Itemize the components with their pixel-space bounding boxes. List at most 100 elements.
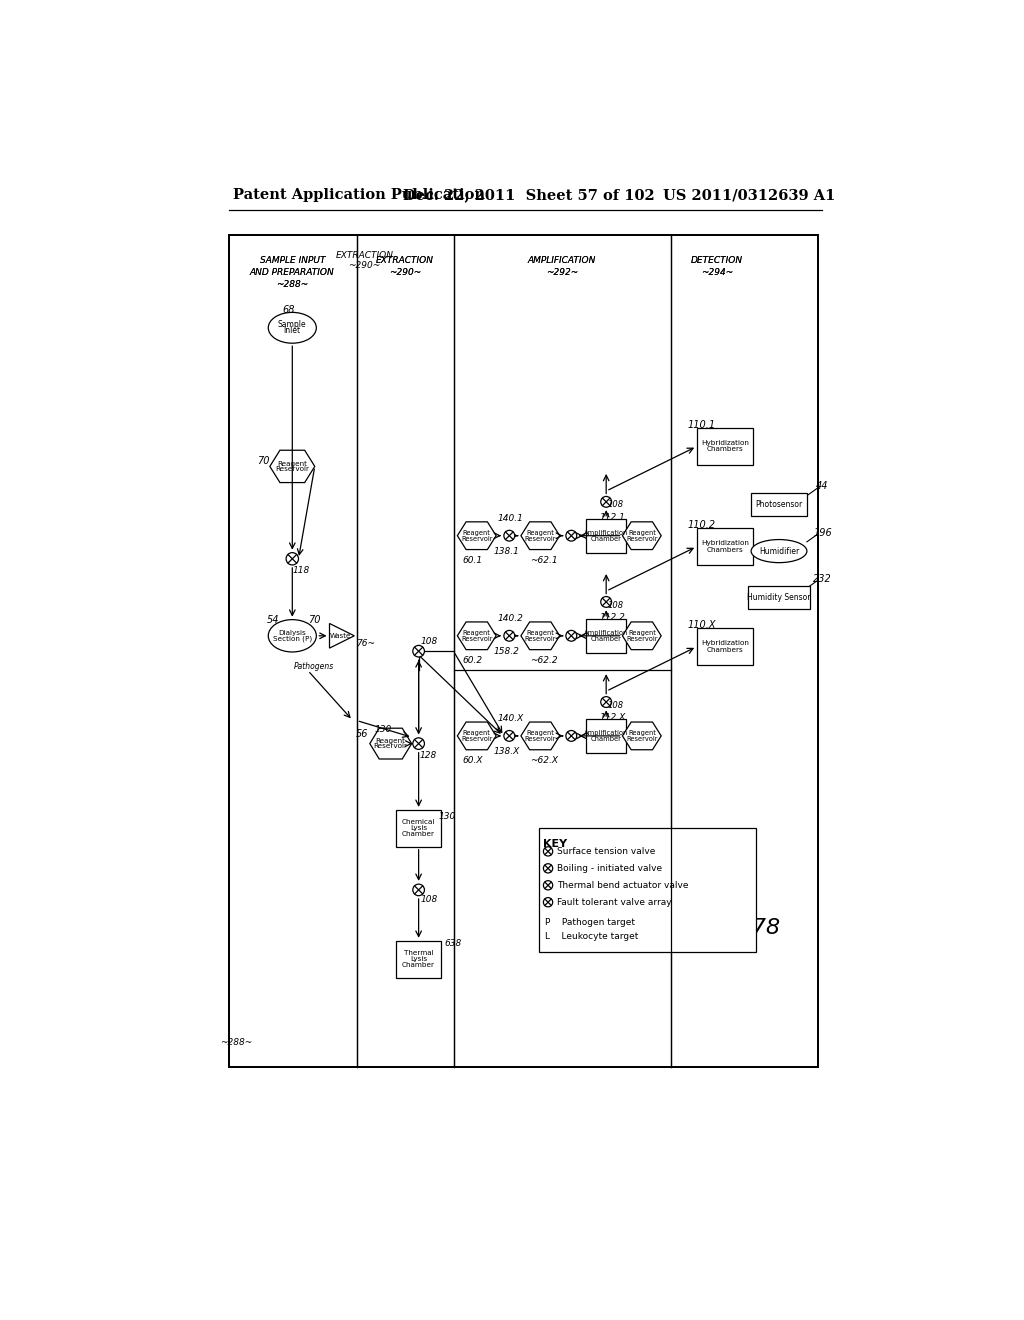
FancyBboxPatch shape (697, 528, 753, 565)
Text: Reservoir: Reservoir (626, 735, 657, 742)
Text: 108: 108 (421, 636, 438, 645)
Text: 60.X: 60.X (463, 756, 483, 766)
Text: FIG. 78: FIG. 78 (700, 919, 780, 939)
Circle shape (566, 730, 577, 742)
Text: Chamber: Chamber (402, 832, 435, 837)
Text: EXTRACTION
~290~: EXTRACTION ~290~ (376, 256, 434, 277)
Text: 638: 638 (444, 940, 462, 948)
Circle shape (413, 645, 424, 657)
Text: AMPLIFICATION
~292~: AMPLIFICATION ~292~ (527, 256, 596, 277)
Text: Reagent: Reagent (628, 630, 655, 636)
Text: Reagent: Reagent (628, 730, 655, 737)
FancyBboxPatch shape (228, 235, 818, 1067)
Text: Reservoir: Reservoir (524, 536, 556, 541)
Text: ~288~: ~288~ (220, 1038, 253, 1047)
Text: 56: 56 (355, 730, 369, 739)
Ellipse shape (751, 540, 807, 562)
Text: Amplification: Amplification (584, 529, 629, 536)
Text: 68: 68 (283, 305, 295, 315)
FancyBboxPatch shape (697, 428, 753, 465)
Text: 158.2: 158.2 (494, 647, 519, 656)
Circle shape (566, 531, 577, 541)
Text: Section (P): Section (P) (272, 635, 312, 642)
Circle shape (504, 531, 515, 541)
Text: US 2011/0312639 A1: US 2011/0312639 A1 (663, 189, 836, 202)
Text: Humidifier: Humidifier (759, 546, 799, 556)
Text: 108: 108 (607, 701, 624, 710)
Text: SAMPLE INPUT
AND PREPARATION
~288~: SAMPLE INPUT AND PREPARATION ~288~ (250, 256, 335, 289)
Text: Inlet: Inlet (284, 326, 301, 335)
Text: Chamber: Chamber (591, 737, 622, 742)
Text: EXTRACTION
~290~: EXTRACTION ~290~ (336, 251, 393, 271)
Text: Chemical: Chemical (402, 820, 435, 825)
Text: Chambers: Chambers (707, 647, 743, 652)
Text: Reagent: Reagent (463, 630, 490, 636)
Text: Lysis: Lysis (410, 825, 427, 832)
Polygon shape (458, 521, 496, 549)
Text: ~62.2: ~62.2 (530, 656, 558, 665)
Text: Reagent: Reagent (376, 738, 406, 743)
Text: Reservoir: Reservoir (626, 536, 657, 541)
Text: Reagent: Reagent (526, 630, 554, 636)
Text: 140.X: 140.X (498, 714, 524, 723)
Text: Photosensor: Photosensor (756, 500, 803, 510)
Circle shape (286, 553, 299, 565)
Text: 108: 108 (607, 500, 624, 510)
Text: Reagent: Reagent (526, 529, 554, 536)
Polygon shape (458, 622, 496, 649)
Text: 140.2: 140.2 (498, 614, 524, 623)
Polygon shape (270, 450, 314, 483)
Text: 76~: 76~ (356, 639, 376, 648)
Text: DETECTION
~294~: DETECTION ~294~ (691, 256, 743, 277)
Circle shape (413, 884, 424, 896)
Text: Hybridization: Hybridization (700, 540, 749, 546)
Text: EXTRACTION
~290~: EXTRACTION ~290~ (376, 256, 434, 277)
FancyBboxPatch shape (751, 494, 807, 516)
Polygon shape (521, 521, 560, 549)
FancyBboxPatch shape (748, 586, 810, 609)
Text: Chamber: Chamber (591, 536, 622, 541)
Text: Hybridization: Hybridization (700, 640, 749, 647)
Text: Reservoir: Reservoir (374, 743, 408, 750)
Text: Lysis: Lysis (410, 956, 427, 962)
Ellipse shape (268, 313, 316, 343)
Polygon shape (458, 722, 496, 750)
Text: Reagent: Reagent (278, 461, 307, 466)
Text: SAMPLE INPUT
AND PREPARATION
~288~: SAMPLE INPUT AND PREPARATION ~288~ (250, 256, 335, 289)
Text: L    Leukocyte target: L Leukocyte target (545, 932, 638, 941)
Text: Reservoir: Reservoir (626, 636, 657, 642)
Polygon shape (623, 722, 662, 750)
Circle shape (413, 738, 424, 750)
Circle shape (544, 880, 553, 890)
Circle shape (601, 597, 611, 607)
Polygon shape (623, 622, 662, 649)
Text: Surface tension valve: Surface tension valve (557, 847, 655, 855)
Text: 128: 128 (419, 751, 436, 759)
Ellipse shape (268, 619, 316, 652)
Circle shape (544, 898, 553, 907)
Text: 108: 108 (607, 601, 624, 610)
Text: Dec. 22, 2011  Sheet 57 of 102: Dec. 22, 2011 Sheet 57 of 102 (403, 189, 655, 202)
Text: 60.1: 60.1 (463, 556, 483, 565)
Circle shape (601, 496, 611, 507)
Text: Thermal bend actuator valve: Thermal bend actuator valve (557, 880, 689, 890)
FancyBboxPatch shape (396, 941, 441, 978)
Text: 110.X: 110.X (687, 620, 716, 630)
Text: Reservoir: Reservoir (524, 735, 556, 742)
Text: DETECTION
~294~: DETECTION ~294~ (691, 256, 743, 277)
Text: ~62.X: ~62.X (530, 756, 558, 766)
Text: Amplification: Amplification (584, 630, 629, 636)
Text: 70: 70 (308, 615, 321, 626)
Polygon shape (330, 623, 354, 648)
Text: 112.2: 112.2 (599, 612, 626, 622)
Text: Reservoir: Reservoir (461, 735, 493, 742)
Text: Chambers: Chambers (707, 546, 743, 553)
FancyBboxPatch shape (539, 829, 756, 952)
Text: 138.X: 138.X (494, 747, 519, 756)
FancyBboxPatch shape (697, 628, 753, 665)
Text: Waste: Waste (330, 632, 351, 639)
Text: 196: 196 (813, 528, 831, 537)
Text: 138.1: 138.1 (494, 546, 519, 556)
Text: Reagent: Reagent (526, 730, 554, 737)
Text: Reagent: Reagent (463, 730, 490, 737)
